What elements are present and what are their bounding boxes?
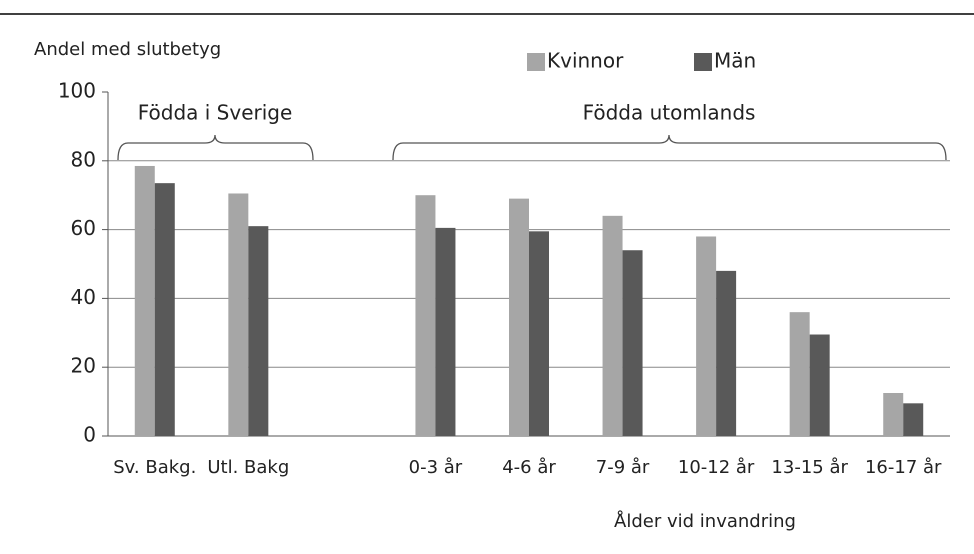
bar [154,183,175,436]
bar [883,393,904,436]
bar [696,236,717,436]
group-label: Födda utomlands [583,101,756,125]
bar [509,198,529,436]
bar [529,231,549,436]
y-axis-title: Andel med slutbetyg [34,39,221,60]
group-label: Födda i Sverige [138,101,293,125]
y-tick-label: 0 [83,423,96,447]
bar [809,334,830,436]
legend-label: Kvinnor [547,49,624,73]
bar [716,270,737,436]
bar [415,195,436,436]
bar [602,215,623,436]
legend-swatch [694,53,712,71]
y-tick-label: 60 [71,216,96,240]
bar [903,403,924,436]
y-tick-label: 80 [71,147,96,171]
group-brace [117,134,314,161]
bar [248,226,269,436]
bar [435,227,456,436]
x-tick-label: Sv. Bakg. [113,457,196,478]
bar [789,312,810,436]
group-brace [392,134,947,161]
x-tick-label: 4-6 år [502,457,556,478]
bar [622,250,643,436]
y-tick-label: 100 [58,79,96,103]
x-axis-title: Ålder vid invandring [614,510,796,532]
y-tick-label: 20 [71,354,96,378]
x-tick-label: 10-12 år [678,457,755,478]
bar [134,165,155,436]
legend-swatch [527,53,545,71]
x-tick-label: 13-15 år [771,457,848,478]
x-tick-label: Utl. Bakg [207,457,289,478]
y-tick-label: 40 [71,285,96,309]
x-tick-label: 16-17 år [865,457,942,478]
x-tick-label: 0-3 år [409,457,463,478]
legend-label: Män [714,49,756,73]
bar [228,193,249,436]
x-tick-label: 7-9 år [596,457,650,478]
